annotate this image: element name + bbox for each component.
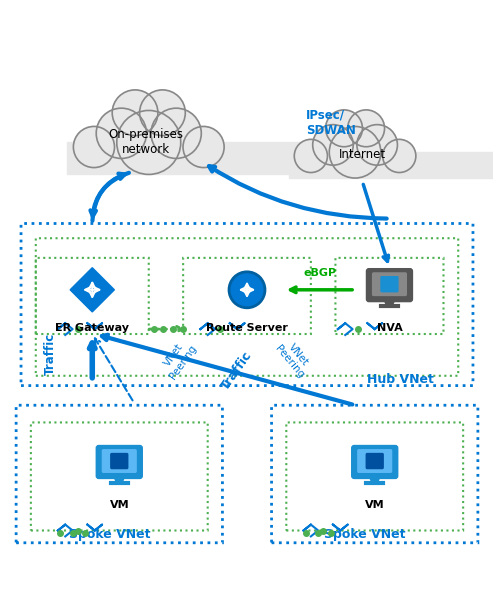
Circle shape	[326, 110, 363, 147]
Bar	[67, 142, 396, 174]
Circle shape	[294, 139, 328, 173]
FancyBboxPatch shape	[102, 450, 136, 472]
Circle shape	[357, 125, 398, 165]
Text: Internet: Internet	[339, 148, 386, 161]
Text: On-premises
network: On-premises network	[109, 128, 184, 157]
FancyBboxPatch shape	[352, 446, 398, 478]
Text: VNet
Peering: VNet Peering	[273, 336, 315, 381]
FancyBboxPatch shape	[381, 277, 398, 292]
Bar	[289, 152, 494, 178]
Text: Route Server: Route Server	[206, 323, 288, 333]
Circle shape	[348, 110, 384, 147]
Polygon shape	[114, 476, 125, 483]
Text: Spoke VNet: Spoke VNet	[69, 528, 150, 542]
Text: IPsec/
SDWAN: IPsec/ SDWAN	[306, 109, 356, 137]
Circle shape	[96, 108, 147, 158]
Circle shape	[151, 108, 201, 158]
FancyBboxPatch shape	[366, 454, 383, 468]
Text: ER Gateway: ER Gateway	[55, 323, 129, 333]
Circle shape	[112, 90, 158, 136]
FancyBboxPatch shape	[96, 446, 142, 478]
Text: VM: VM	[110, 500, 129, 510]
Circle shape	[140, 90, 185, 136]
FancyBboxPatch shape	[367, 269, 412, 301]
Text: Spoke VNet: Spoke VNet	[324, 528, 406, 542]
Circle shape	[383, 139, 416, 173]
Text: Traffic: Traffic	[219, 349, 255, 393]
Text: NVA: NVA	[376, 323, 402, 333]
Circle shape	[183, 126, 224, 168]
Text: VNet
Peering: VNet Peering	[158, 336, 198, 381]
Polygon shape	[384, 299, 395, 306]
Circle shape	[74, 126, 115, 168]
Text: Hub VNet: Hub VNet	[367, 373, 434, 386]
FancyBboxPatch shape	[372, 273, 406, 295]
FancyBboxPatch shape	[358, 450, 392, 472]
FancyBboxPatch shape	[111, 454, 128, 468]
Text: eBGP: eBGP	[303, 268, 336, 278]
Text: Traffic: Traffic	[44, 333, 57, 375]
Polygon shape	[369, 476, 380, 483]
Circle shape	[228, 271, 266, 308]
Circle shape	[313, 125, 353, 165]
Circle shape	[231, 274, 263, 306]
Polygon shape	[70, 268, 115, 312]
Circle shape	[117, 111, 181, 174]
Circle shape	[329, 126, 381, 178]
Text: VM: VM	[365, 500, 384, 510]
